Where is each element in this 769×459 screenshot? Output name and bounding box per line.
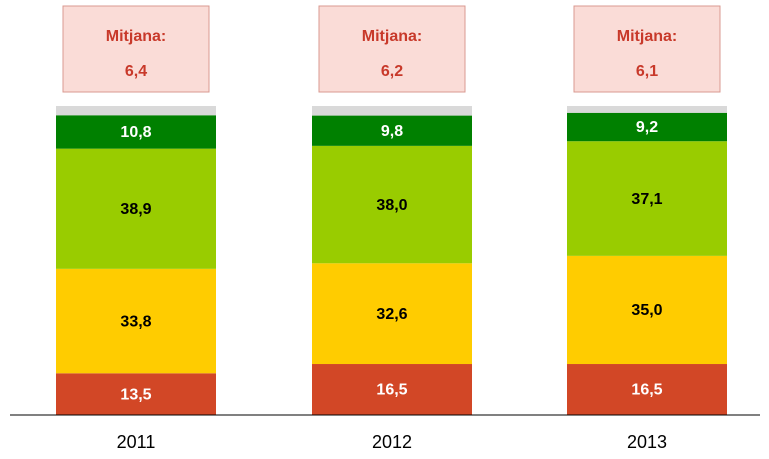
bar-segment: [312, 115, 472, 146]
bar-segment: [312, 106, 472, 116]
annotation-title: Mitjana:: [106, 28, 166, 45]
bar-segment: [312, 263, 472, 365]
annotation-box: [62, 5, 210, 93]
annotation-box: [573, 5, 721, 93]
annotation-value: 6,1: [636, 63, 658, 80]
bar-segment: [567, 112, 727, 142]
bar-segment: [312, 145, 472, 264]
value-label: 16,5: [631, 382, 662, 399]
value-label: 13,5: [120, 386, 151, 403]
value-label: 10,8: [120, 124, 151, 141]
annotation-box: [318, 5, 466, 93]
x-tick-label: 2013: [627, 432, 667, 452]
bar-segment: [567, 255, 727, 365]
bar-segment: [56, 106, 216, 116]
value-label: 38,0: [376, 197, 407, 214]
value-label: 33,8: [120, 313, 151, 330]
annotation-value: 6,4: [125, 63, 147, 80]
annotation-value: 6,2: [381, 63, 403, 80]
value-label: 35,0: [631, 302, 662, 319]
bar-segment: [567, 106, 727, 113]
bar-segment: [567, 141, 727, 256]
bar-segment: [56, 268, 216, 374]
value-label: 9,2: [636, 119, 658, 136]
x-tick-label: 2012: [372, 432, 412, 452]
bar-segment: [56, 115, 216, 149]
annotation-title: Mitjana:: [617, 28, 677, 45]
bar-segment: [56, 373, 216, 415]
x-tick-label: 2011: [117, 432, 156, 452]
annotation-title: Mitjana:: [362, 28, 422, 45]
value-label: 32,6: [376, 306, 407, 323]
value-label: 9,8: [381, 123, 403, 140]
bar-segment: [312, 364, 472, 415]
value-label: 37,1: [631, 191, 662, 208]
bar-segment: [56, 148, 216, 269]
bar-segment: [567, 364, 727, 415]
value-label: 16,5: [376, 382, 407, 399]
value-label: 38,9: [120, 201, 151, 218]
